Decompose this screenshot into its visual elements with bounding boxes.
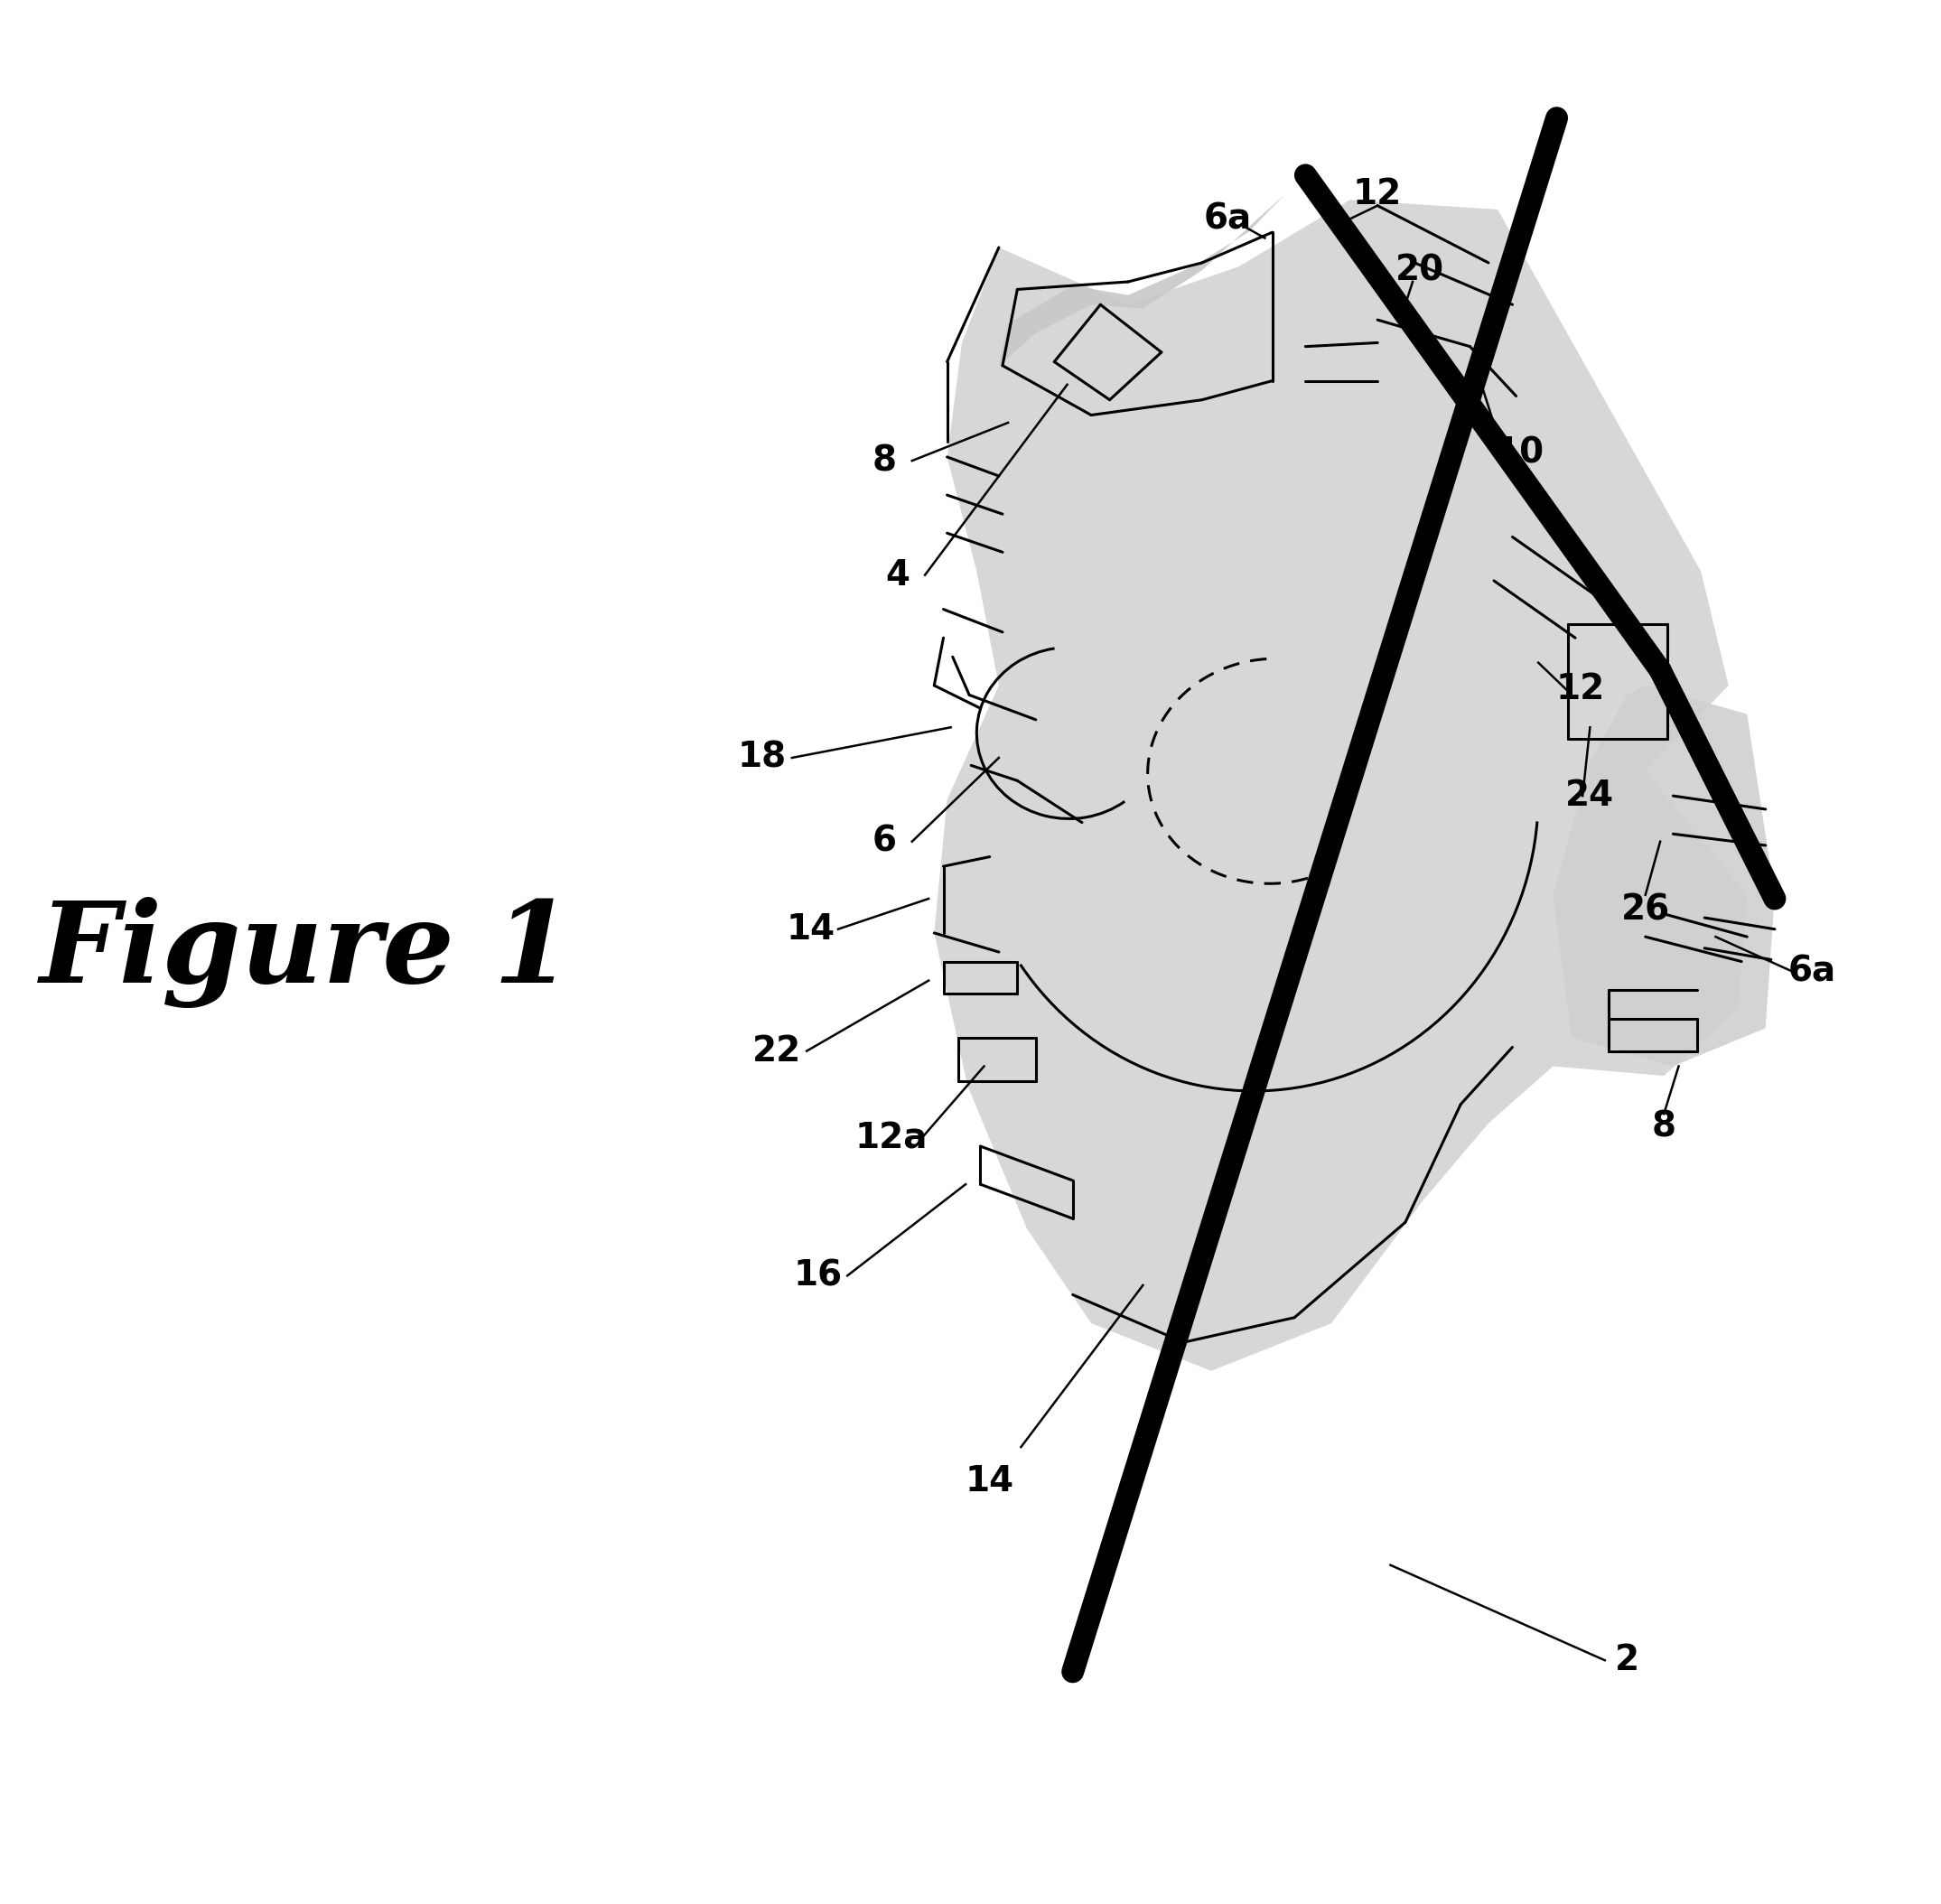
Text: 4: 4 [885, 558, 910, 592]
Text: 22: 22 [753, 1034, 802, 1068]
Polygon shape [934, 200, 1747, 1371]
Text: 16: 16 [794, 1259, 842, 1293]
Text: Figure 1: Figure 1 [39, 897, 573, 1007]
Polygon shape [1553, 685, 1774, 1066]
Text: 12: 12 [1557, 672, 1605, 706]
Text: 6a: 6a [1203, 202, 1252, 236]
Text: 18: 18 [738, 741, 786, 775]
Text: 20: 20 [1396, 253, 1444, 288]
Text: 24: 24 [1566, 779, 1615, 813]
Text: 14: 14 [786, 912, 835, 946]
Text: 26: 26 [1621, 893, 1669, 927]
Text: 6: 6 [872, 824, 897, 859]
Text: 12: 12 [1353, 177, 1401, 211]
Text: 14: 14 [965, 1464, 1013, 1498]
Text: 8: 8 [872, 444, 897, 478]
Text: 12a: 12a [856, 1121, 928, 1156]
Text: 2: 2 [1615, 1643, 1640, 1677]
Polygon shape [1000, 194, 1285, 366]
Text: 8: 8 [1652, 1110, 1677, 1144]
Text: 10: 10 [1495, 436, 1545, 470]
Text: 6a: 6a [1788, 954, 1836, 988]
